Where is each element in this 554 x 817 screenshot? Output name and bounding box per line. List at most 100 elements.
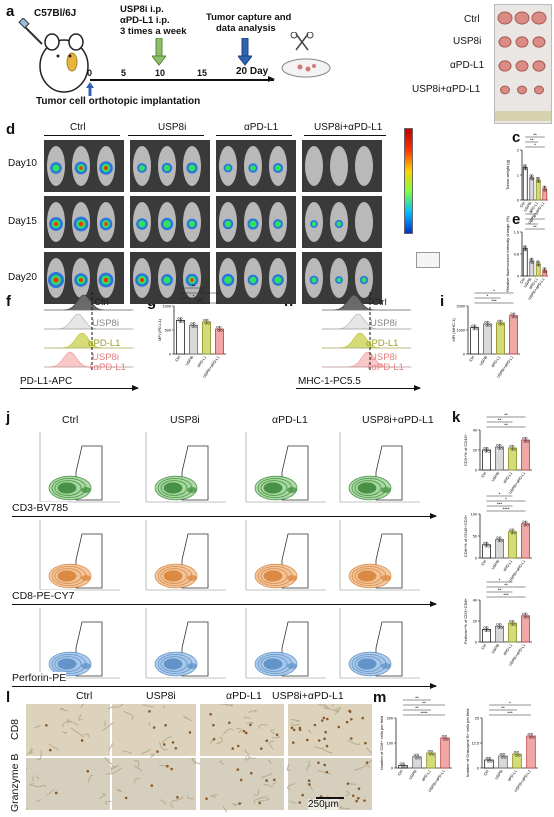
y-tick-label: 50 — [473, 535, 477, 539]
data-point — [501, 756, 504, 759]
flow-marker-perforin: Perforin-PE — [12, 672, 67, 684]
data-point — [500, 539, 503, 543]
x-tick-label: USP8i — [491, 643, 501, 654]
x-tick-label: USP8i — [491, 559, 501, 570]
flow-gate — [75, 621, 103, 677]
significance-label: **** — [420, 710, 427, 715]
y-axis-label: Number of CD8+ cells per field — [379, 716, 384, 771]
implant-label: Tumor cell orthotopic implantation — [36, 96, 201, 107]
flow-plot — [39, 520, 120, 591]
bar — [483, 323, 492, 355]
data-point — [524, 245, 527, 248]
y-axis-label: CD3+% of CD45+ — [463, 433, 468, 466]
data-point — [510, 623, 514, 626]
data-point — [497, 319, 500, 323]
ivis-mouse — [330, 146, 348, 186]
tumor-specimen — [498, 60, 512, 72]
significance-label: * — [534, 142, 536, 147]
ihc-scale-bar — [316, 797, 344, 799]
panel-label-d: d — [6, 121, 16, 138]
significance-label: * — [505, 496, 507, 501]
data-point — [523, 248, 527, 252]
data-point — [524, 520, 528, 524]
tumor-specimen — [534, 85, 544, 95]
data-point — [523, 440, 527, 443]
bar-chart-e: Relative fluorescence intensity change (… — [505, 209, 548, 301]
panel-label-a: a — [6, 3, 15, 20]
y-tick-label: 1000 — [163, 305, 171, 309]
bar — [521, 439, 530, 471]
x-tick-label: USP8i — [523, 277, 533, 288]
histogram-trace — [44, 294, 132, 311]
data-point — [543, 267, 547, 270]
flow-gate — [75, 533, 103, 589]
data-point — [526, 440, 529, 443]
x-tick-label: Ctrl — [481, 559, 488, 566]
data-point — [207, 322, 210, 325]
tumor-specimen — [500, 85, 510, 95]
data-point — [509, 444, 512, 448]
significance-label: ** — [422, 700, 426, 705]
tumor-photo — [494, 4, 552, 124]
mhc1-legend-ctrl: Ctrl — [372, 297, 387, 308]
data-point — [487, 545, 490, 548]
significance-label: ** — [530, 137, 534, 142]
data-point — [191, 325, 195, 328]
significance-label: * — [499, 577, 501, 582]
bar — [535, 179, 541, 201]
data-point — [529, 257, 532, 261]
tumor-row-ctrl: Ctrl — [464, 14, 480, 25]
timeline-tick-0: 0 — [87, 68, 93, 78]
data-point — [522, 164, 526, 167]
flow-gate — [281, 533, 309, 589]
timeline-tick-5: 5 — [121, 68, 127, 78]
ivis-header-ctrl: Ctrl — [70, 122, 86, 133]
data-point — [483, 626, 486, 629]
data-point — [205, 318, 209, 322]
ihc-header-apdl1: αPD-L1 — [226, 690, 262, 702]
significance-label: * — [531, 209, 533, 214]
data-point — [527, 732, 531, 736]
data-point — [484, 629, 488, 633]
data-point — [523, 616, 527, 619]
flow-gate — [375, 445, 403, 501]
tumor-specimen — [498, 36, 512, 48]
data-point — [441, 734, 445, 738]
data-point — [516, 750, 520, 754]
x-tick-label: USP8i — [523, 201, 533, 212]
data-point — [530, 174, 534, 177]
data-point — [513, 448, 516, 451]
significance-label: * — [493, 288, 495, 293]
data-point — [511, 528, 515, 532]
data-point — [538, 263, 541, 267]
data-point — [537, 260, 540, 264]
flow-gate — [181, 621, 209, 677]
y-tick-label: 20 — [473, 620, 477, 624]
treatment-line-2: αPD-L1 i.p. — [120, 15, 170, 26]
data-point — [190, 322, 193, 325]
data-point — [543, 189, 546, 192]
significance-label: ** — [192, 283, 196, 288]
ihc-image — [26, 702, 110, 756]
y-tick-label: 12.5 — [472, 742, 479, 746]
data-point — [524, 436, 528, 440]
significance-label: * — [534, 214, 536, 219]
panel-label-c: c — [512, 129, 521, 146]
ihc-image — [102, 699, 196, 758]
y-tick-label: 2000 — [457, 305, 465, 309]
ihc-row-cd8: CD8 — [9, 718, 21, 740]
bar — [440, 737, 450, 769]
flow-marker-cd3: CD3-BV785 — [12, 502, 69, 514]
ivis-colorbar — [404, 128, 413, 234]
x-tick-label: Ctrl — [175, 355, 182, 362]
data-point — [499, 752, 503, 756]
data-point — [432, 753, 435, 756]
ivis-mouse — [355, 202, 373, 242]
data-point — [500, 626, 503, 629]
flow-marker-cd8: CD8-PE-CY7 — [12, 590, 75, 602]
flow-gate — [181, 445, 209, 501]
data-point — [529, 174, 532, 177]
data-point — [490, 760, 493, 763]
